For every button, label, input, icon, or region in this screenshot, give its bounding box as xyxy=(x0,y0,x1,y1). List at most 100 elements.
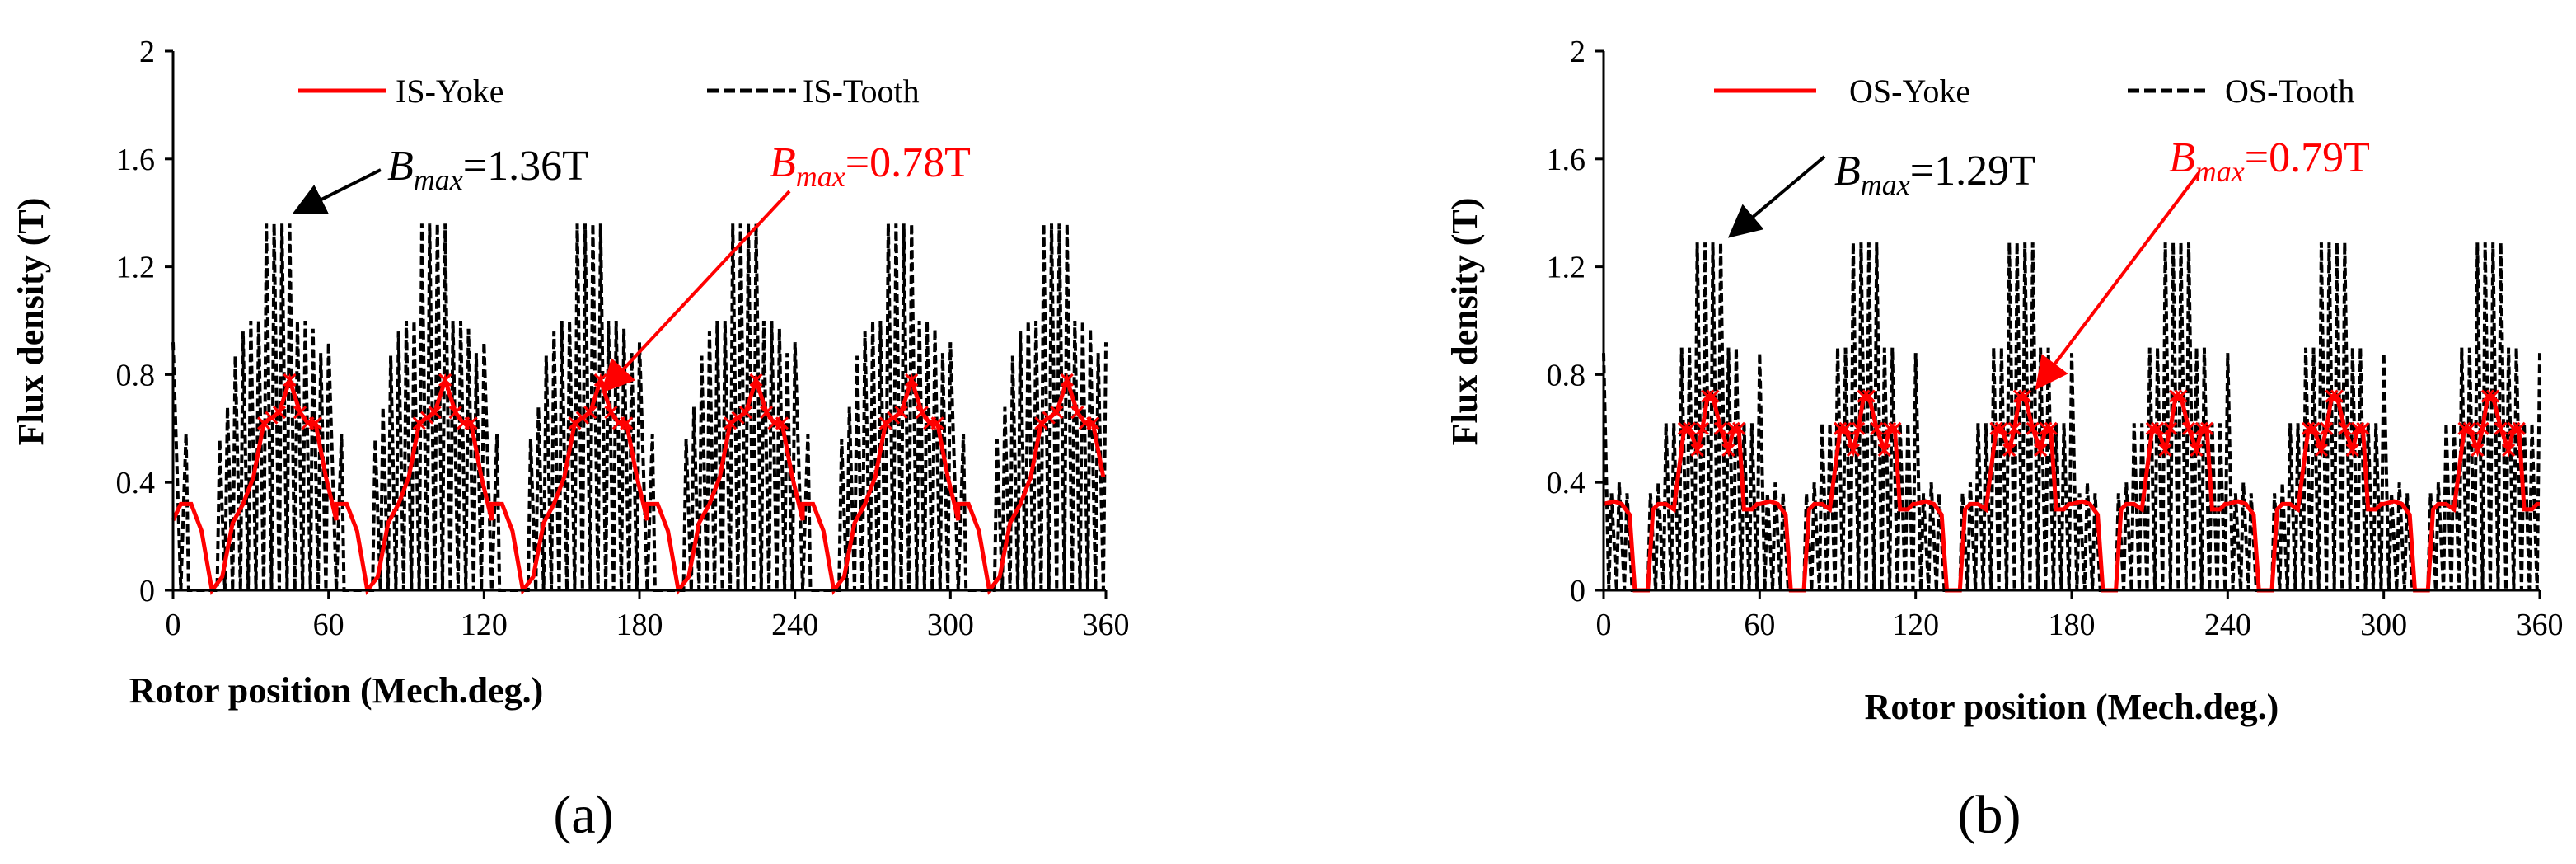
series-marker-is-yoke xyxy=(878,416,892,430)
series-marker-os-yoke xyxy=(1701,389,1715,403)
annotation-arrow-red-b xyxy=(2035,171,2200,391)
series-marker-is-yoke xyxy=(1050,406,1064,420)
panel-label-a: (a) xyxy=(553,785,613,845)
series-marker-is-yoke xyxy=(887,411,901,425)
series-marker-is-yoke xyxy=(915,406,929,420)
series-marker-os-yoke xyxy=(2480,389,2494,403)
series-marker-os-yoke xyxy=(2507,421,2521,435)
series-marker-os-yoke xyxy=(1857,389,1871,403)
series-marker-os-yoke xyxy=(2356,421,2370,435)
ticks-b: 0 60 120 180 240 300 360 0 0.4 0.8 1.2 1.6 2 xyxy=(1547,35,2564,642)
series-layer-a xyxy=(171,223,1108,596)
annotation-value-black-a: =1.36T xyxy=(463,143,588,190)
series-marker-is-yoke xyxy=(905,373,919,387)
series-marker-is-yoke xyxy=(283,373,297,387)
series-marker-os-yoke xyxy=(1706,389,1720,403)
series-marker-is-yoke xyxy=(438,373,452,387)
annotation-b-black-b: B xyxy=(1834,148,1861,195)
series-line-os-yoke xyxy=(1603,394,2540,593)
x-tick-label: 60 xyxy=(313,608,344,642)
annotation-sub-black-b: max xyxy=(1861,168,1910,201)
series-marker-os-yoke xyxy=(2307,421,2321,435)
series-marker-os-yoke xyxy=(2338,421,2352,435)
series-marker-os-yoke xyxy=(2194,421,2208,435)
annotation-b-black-a: B xyxy=(387,143,414,190)
series-marker-os-yoke xyxy=(2002,443,2016,458)
y-tick-label: 0.4 xyxy=(1547,466,1586,500)
y-tick-label: 0.4 xyxy=(116,466,156,500)
series-marker-os-yoke xyxy=(1713,421,1728,435)
series-marker-is-yoke xyxy=(412,416,426,430)
series-marker-os-yoke xyxy=(2330,389,2344,403)
y-tick-label: 2 xyxy=(139,35,155,69)
panel-label-b: (b) xyxy=(1958,785,2021,845)
series-marker-os-yoke xyxy=(2044,421,2058,435)
series-marker-os-yoke xyxy=(1677,421,1691,435)
y-tick-label: 1.6 xyxy=(1547,143,1586,177)
series-marker-os-yoke xyxy=(1721,443,1735,458)
annotation-text-red-a: Bmax=0.78T xyxy=(770,139,971,193)
annotation-b-red-b: B xyxy=(2169,134,2195,181)
series-marker-os-yoke xyxy=(2163,421,2177,435)
annotation-sub-red-a: max xyxy=(796,160,845,193)
series-marker-os-yoke xyxy=(1883,421,1897,435)
chart-panel-a: 0 60 120 180 240 300 360 0 0.4 0.8 1.2 1.6 2 Rotor p… xyxy=(11,35,1130,845)
series-marker-is-yoke xyxy=(293,406,307,420)
series-marker-os-yoke xyxy=(1994,421,2008,435)
annotation-text-black-b: Bmax=1.29T xyxy=(1834,148,2035,201)
series-marker-os-yoke xyxy=(2145,421,2159,435)
y-tick-label: 0.8 xyxy=(1547,358,1586,392)
series-marker-os-yoke xyxy=(1726,421,1740,435)
annotation-arrow-black-a xyxy=(292,168,382,214)
annotation-bmax-red-a: Bmax=0.78T xyxy=(601,139,971,393)
legend-label-is-yoke: IS-Yoke xyxy=(396,73,504,110)
series-marker-os-yoke xyxy=(2012,389,2026,403)
x-axis-title-b: Rotor position (Mech.deg.) xyxy=(1865,687,2279,727)
series-marker-is-yoke xyxy=(428,406,442,420)
annotation-value-red-a: =0.78T xyxy=(845,139,971,186)
series-marker-os-yoke xyxy=(1838,421,1852,435)
y-tick-label: 2 xyxy=(1570,35,1585,69)
series-marker-os-yoke xyxy=(2471,443,2485,458)
series-marker-os-yoke xyxy=(2151,421,2165,435)
series-marker-os-yoke xyxy=(1834,421,1848,435)
x-tick-label: 120 xyxy=(461,608,508,642)
annotation-sub-black-a: max xyxy=(414,163,463,196)
series-marker-is-yoke xyxy=(265,411,279,425)
series-marker-is-yoke xyxy=(1070,406,1084,420)
series-marker-is-yoke xyxy=(1034,416,1048,430)
series-marker-os-yoke xyxy=(1870,421,1884,435)
series-marker-is-yoke xyxy=(448,406,462,420)
series-marker-os-yoke xyxy=(2512,421,2526,435)
legend-label-is-tooth: IS-Tooth xyxy=(803,73,920,110)
series-marker-os-yoke xyxy=(2320,421,2334,435)
y-tick-label: 1.2 xyxy=(1547,251,1586,285)
series-marker-os-yoke xyxy=(1989,421,2003,435)
series-marker-os-yoke xyxy=(2486,389,2500,403)
series-marker-os-yoke xyxy=(2181,421,2196,435)
series-marker-os-yoke xyxy=(2302,421,2316,435)
y-tick-label: 0 xyxy=(139,574,155,608)
annotation-bmax-black-a: Bmax=1.36T xyxy=(292,143,588,214)
series-marker-os-yoke xyxy=(1690,443,1704,458)
legend-b: OS-Yoke OS-Tooth xyxy=(1714,73,2354,110)
y-axis-title-a: Flux density (T) xyxy=(11,198,51,446)
x-tick-label: 240 xyxy=(2204,608,2251,642)
x-tick-label: 0 xyxy=(166,608,181,642)
series-marker-os-yoke xyxy=(2034,443,2048,458)
series-marker-os-yoke xyxy=(2494,421,2508,435)
series-marker-os-yoke xyxy=(2174,389,2188,403)
x-axis-title-a: Rotor position (Mech.deg.) xyxy=(129,670,544,711)
x-tick-label: 180 xyxy=(2049,608,2096,642)
series-marker-os-yoke xyxy=(2190,443,2204,458)
series-marker-os-yoke xyxy=(2462,421,2476,435)
series-marker-os-yoke xyxy=(1852,421,1866,435)
series-marker-is-yoke xyxy=(420,411,434,425)
series-marker-os-yoke xyxy=(2502,443,2516,458)
ticks-a: 0 60 120 180 240 300 360 0 0.4 0.8 1.2 1.6 2 xyxy=(116,35,1130,642)
series-marker-is-yoke xyxy=(930,416,944,430)
series-marker-os-yoke xyxy=(1877,443,1891,458)
series-marker-os-yoke xyxy=(2039,421,2053,435)
annotation-arrow-black-b xyxy=(1727,155,1826,238)
